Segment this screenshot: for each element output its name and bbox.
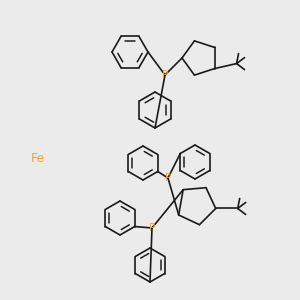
Text: P: P <box>162 70 168 80</box>
Text: P: P <box>165 173 171 183</box>
Text: Fe: Fe <box>31 152 45 164</box>
Text: P: P <box>149 223 155 233</box>
